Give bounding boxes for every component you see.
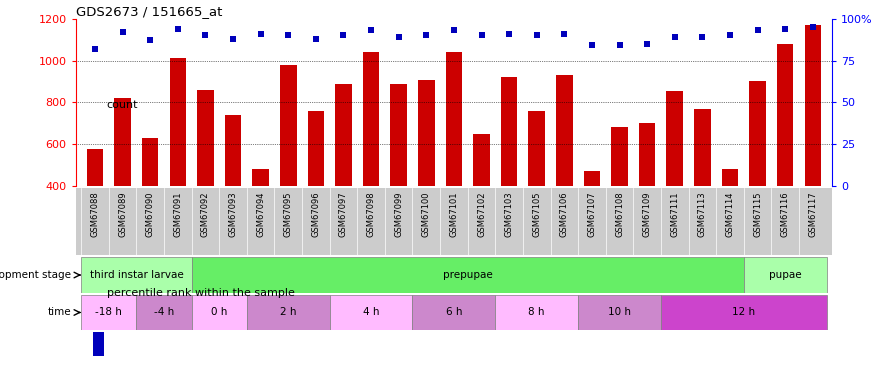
Bar bbox=[136, 295, 191, 330]
Text: -18 h: -18 h bbox=[95, 308, 122, 318]
Text: 8 h: 8 h bbox=[529, 308, 545, 318]
Bar bbox=[336, 84, 352, 270]
Text: prepupae: prepupae bbox=[443, 270, 492, 280]
Bar bbox=[93, 38, 104, 169]
Bar bbox=[93, 225, 104, 356]
Text: GSM67093: GSM67093 bbox=[229, 191, 238, 237]
Bar bbox=[363, 52, 379, 270]
Text: pupae: pupae bbox=[769, 270, 802, 280]
Text: GSM67102: GSM67102 bbox=[477, 191, 486, 237]
Text: GDS2673 / 151665_at: GDS2673 / 151665_at bbox=[76, 4, 222, 18]
Bar bbox=[81, 295, 136, 330]
Bar bbox=[496, 295, 578, 330]
Text: GSM67098: GSM67098 bbox=[367, 191, 376, 237]
Bar bbox=[391, 84, 407, 270]
Bar bbox=[722, 169, 739, 270]
Bar bbox=[777, 44, 794, 270]
Bar bbox=[308, 111, 324, 270]
Text: development stage: development stage bbox=[0, 270, 71, 280]
Text: GSM67106: GSM67106 bbox=[560, 191, 569, 237]
Bar bbox=[661, 295, 827, 330]
Bar bbox=[253, 169, 269, 270]
Text: 4 h: 4 h bbox=[363, 308, 379, 318]
Bar bbox=[412, 295, 496, 330]
Bar bbox=[114, 98, 131, 270]
Bar bbox=[805, 25, 821, 270]
Text: time: time bbox=[47, 308, 71, 318]
Text: percentile rank within the sample: percentile rank within the sample bbox=[107, 288, 295, 297]
Bar bbox=[694, 109, 711, 270]
Text: GSM67114: GSM67114 bbox=[725, 191, 734, 237]
Bar bbox=[446, 52, 462, 270]
Bar bbox=[197, 90, 214, 270]
Text: GSM67091: GSM67091 bbox=[174, 191, 182, 237]
Bar bbox=[280, 65, 296, 270]
Bar bbox=[667, 91, 683, 270]
Bar bbox=[86, 149, 103, 270]
Text: GSM67103: GSM67103 bbox=[505, 191, 514, 237]
Bar bbox=[749, 81, 766, 270]
Text: GSM67089: GSM67089 bbox=[118, 191, 127, 237]
Text: 12 h: 12 h bbox=[732, 308, 756, 318]
Bar bbox=[501, 77, 517, 270]
Bar bbox=[225, 115, 241, 270]
Text: GSM67105: GSM67105 bbox=[532, 191, 541, 237]
Bar bbox=[639, 123, 655, 270]
Bar bbox=[142, 138, 158, 270]
Bar bbox=[578, 295, 661, 330]
Bar bbox=[329, 295, 412, 330]
Text: count: count bbox=[107, 100, 138, 110]
Text: GSM67100: GSM67100 bbox=[422, 191, 431, 237]
Text: GSM67117: GSM67117 bbox=[808, 191, 817, 237]
Text: GSM67107: GSM67107 bbox=[587, 191, 596, 237]
Bar bbox=[529, 111, 545, 270]
Text: GSM67097: GSM67097 bbox=[339, 191, 348, 237]
Text: GSM67111: GSM67111 bbox=[670, 191, 679, 237]
Bar bbox=[556, 75, 572, 270]
Text: 2 h: 2 h bbox=[280, 308, 296, 318]
Bar bbox=[473, 134, 490, 270]
Text: 0 h: 0 h bbox=[211, 308, 228, 318]
Text: GSM67096: GSM67096 bbox=[312, 191, 320, 237]
Text: GSM67108: GSM67108 bbox=[615, 191, 624, 237]
Text: -4 h: -4 h bbox=[154, 308, 174, 318]
Text: 10 h: 10 h bbox=[608, 308, 631, 318]
Bar bbox=[191, 295, 247, 330]
Text: GSM67115: GSM67115 bbox=[753, 191, 762, 237]
Bar bbox=[611, 128, 627, 270]
Text: GSM67116: GSM67116 bbox=[781, 191, 789, 237]
Text: GSM67094: GSM67094 bbox=[256, 191, 265, 237]
Bar bbox=[169, 58, 186, 270]
Text: GSM67101: GSM67101 bbox=[449, 191, 458, 237]
Text: GSM67113: GSM67113 bbox=[698, 191, 707, 237]
Bar bbox=[744, 257, 827, 293]
Bar bbox=[584, 171, 600, 270]
Text: third instar larvae: third instar larvae bbox=[90, 270, 183, 280]
Bar bbox=[191, 257, 744, 293]
Text: GSM67088: GSM67088 bbox=[91, 191, 100, 237]
Bar bbox=[81, 257, 191, 293]
Text: GSM67090: GSM67090 bbox=[146, 191, 155, 237]
Bar bbox=[418, 80, 434, 270]
Text: GSM67095: GSM67095 bbox=[284, 191, 293, 237]
Text: GSM67092: GSM67092 bbox=[201, 191, 210, 237]
Text: GSM67099: GSM67099 bbox=[394, 191, 403, 237]
Text: 6 h: 6 h bbox=[446, 308, 462, 318]
Bar bbox=[247, 295, 329, 330]
Text: GSM67109: GSM67109 bbox=[643, 191, 651, 237]
